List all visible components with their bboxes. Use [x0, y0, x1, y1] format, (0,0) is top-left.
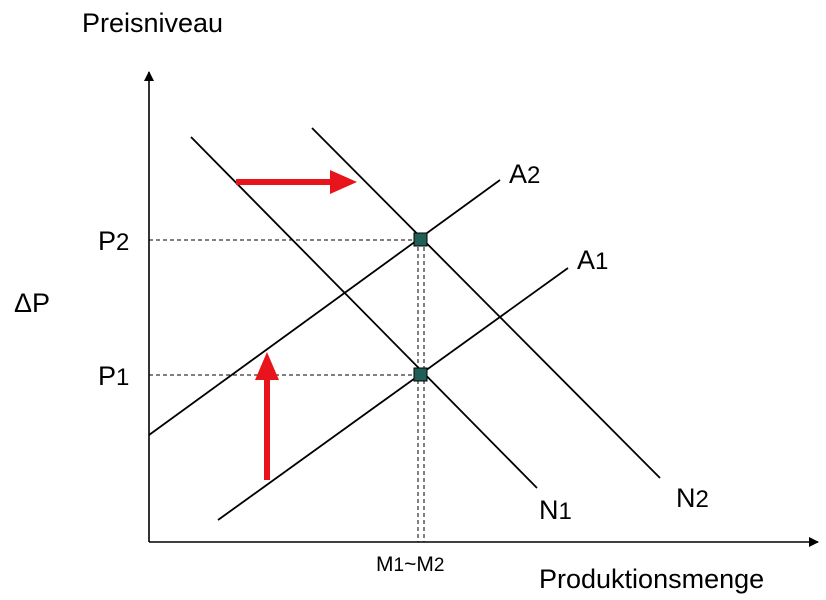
curve-label-a2: A2 [509, 159, 540, 189]
equilibrium-point-2 [413, 232, 428, 247]
demand-shift-arrow [236, 170, 357, 194]
equilibrium-point-1 [413, 367, 428, 382]
p2-label: P2 [98, 226, 129, 256]
curve-label-n1: N1 [539, 495, 572, 525]
supply-curve-a1 [217, 267, 569, 521]
supply-curve-a2 [148, 179, 501, 436]
demand-curve-n1 [190, 136, 538, 489]
curve-label-n2: N2 [676, 483, 709, 513]
x-axis-label: Produktionsmenge [539, 564, 764, 594]
price-rise-arrow [255, 352, 279, 480]
demand-curve-n2 [311, 127, 661, 479]
p1-label: P1 [98, 361, 129, 391]
m1-m2-label: M1~M2 [376, 553, 444, 576]
y-axis-label: Preisniveau [82, 8, 223, 38]
curve-label-a1: A1 [577, 245, 608, 275]
delta-p-label: ΔP [14, 288, 50, 318]
